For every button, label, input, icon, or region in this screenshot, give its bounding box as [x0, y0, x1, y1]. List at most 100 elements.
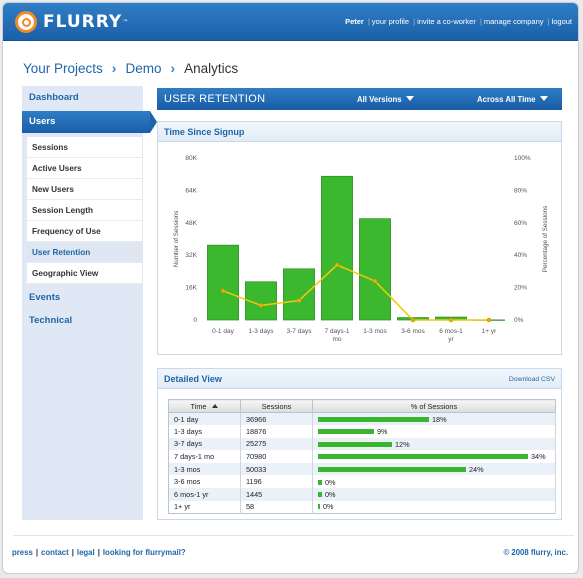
- footer-press-link[interactable]: press: [12, 548, 33, 557]
- col-time-header[interactable]: Time: [168, 399, 241, 413]
- pct-bar: [318, 429, 374, 435]
- subnav-new-users[interactable]: New Users: [27, 179, 142, 200]
- pct-label: 0%: [323, 502, 334, 512]
- cell-sessions: 1445: [240, 488, 313, 501]
- sidebar-item-dashboard[interactable]: Dashboard: [29, 92, 79, 103]
- subnav-active-users[interactable]: Active Users: [27, 158, 142, 179]
- subnav-session-length[interactable]: Session Length: [27, 200, 142, 221]
- table-row: 7 days-1 mo 70980 34%: [168, 450, 556, 463]
- pct-bar: [318, 466, 466, 472]
- subnav-sessions[interactable]: Sessions: [27, 137, 142, 158]
- col-pct-header[interactable]: % of Sessions: [312, 399, 556, 413]
- pct-bar: [318, 454, 528, 460]
- y2-tick-label: 0%: [514, 317, 524, 324]
- detail-title: Detailed View: [164, 374, 222, 384]
- pct-bar: [318, 504, 320, 510]
- y-tick-label: 80K: [185, 155, 197, 162]
- footer-copyright: © 2008 flurry, inc.: [503, 548, 568, 557]
- cell-sessions: 18876: [240, 425, 313, 438]
- caret-down-icon: [405, 96, 414, 101]
- logo-tm: ™: [122, 18, 129, 26]
- y2-tick-label: 80%: [514, 187, 527, 194]
- pct-label: 24%: [469, 464, 484, 474]
- y2-axis-label: Percentage of Sessions: [542, 206, 549, 273]
- x-tick-label: 3-6 mos: [401, 328, 425, 335]
- app-frame: FLURRY ™ Peter | your profile | invite a co…: [2, 2, 579, 574]
- table-row: 1-3 days 18876 9%: [168, 425, 556, 438]
- chart-bar: [207, 244, 239, 321]
- sidebar-item-users[interactable]: Users: [22, 111, 157, 133]
- table-row: 3-6 mos 1196 0%: [168, 475, 556, 489]
- y-tick-label: 64K: [185, 187, 197, 194]
- cell-pct: 24%: [312, 462, 556, 476]
- percentage-point: [448, 317, 454, 323]
- cell-pct: 12%: [312, 437, 556, 451]
- breadcrumb-demo[interactable]: Demo: [125, 60, 162, 76]
- y2-tick-label: 20%: [514, 285, 527, 292]
- footer-flurrymail-link[interactable]: looking for flurrymail?: [102, 548, 186, 557]
- breadcrumb-your-projects[interactable]: Your Projects: [23, 60, 103, 76]
- footer-contact-link[interactable]: contact: [41, 548, 69, 557]
- manage-company-link[interactable]: manage company: [483, 17, 544, 26]
- cell-time: 6 mos-1 yr: [168, 488, 241, 501]
- detail-table-body: 0-1 day 36966 18% 1-3 days 18876 9% 3-7 days 25…: [168, 412, 556, 514]
- top-bar: FLURRY ™ Peter | your profile | invite a co…: [3, 3, 578, 41]
- flurry-logo-icon: [15, 11, 37, 33]
- y-tick-label: 32K: [185, 252, 197, 259]
- table-row: 0-1 day 36966 18%: [168, 412, 556, 426]
- user-name[interactable]: Peter: [345, 17, 364, 26]
- logout-link[interactable]: logout: [551, 17, 572, 26]
- percentage-point: [220, 288, 226, 294]
- cell-sessions: 36966: [240, 412, 313, 426]
- retention-header: USER RETENTION All Versions Across All T…: [157, 88, 562, 110]
- time-range-dropdown-label: Across All Time: [477, 95, 536, 104]
- pct-label: 18%: [432, 414, 447, 424]
- percentage-point: [372, 278, 378, 284]
- table-row: 3-7 days 25275 12%: [168, 437, 556, 451]
- logo[interactable]: FLURRY ™: [15, 11, 128, 33]
- cell-pct: 18%: [312, 412, 556, 426]
- percentage-line: [222, 264, 489, 321]
- chart-title: Time Since Signup: [164, 127, 245, 137]
- x-tick-label: 1-3 mos: [363, 328, 387, 335]
- sidebar: Dashboard Users Sessions Active Users Ne…: [22, 86, 157, 520]
- sort-ascending-icon: [212, 403, 219, 408]
- sidebar-item-events[interactable]: Events: [29, 292, 61, 303]
- download-csv-link[interactable]: Download CSV: [508, 376, 555, 383]
- footer-legal-link[interactable]: legal: [76, 548, 95, 557]
- pct-label: 12%: [395, 439, 410, 449]
- detail-panel: Detailed View Download CSV Time Sessions…: [157, 368, 562, 520]
- versions-dropdown-label: All Versions: [357, 95, 402, 104]
- breadcrumb: Your Projects › Demo › Analytics: [23, 60, 238, 76]
- chart-bar: [321, 175, 353, 321]
- cell-time: 1+ yr: [168, 500, 241, 514]
- subnav-geographic-view[interactable]: Geographic View: [27, 263, 142, 284]
- cell-sessions: 25275: [240, 437, 313, 451]
- percentage-point: [296, 298, 302, 303]
- cell-pct: 0%: [312, 488, 556, 501]
- subnav-user-retention[interactable]: User Retention: [27, 242, 142, 263]
- y-axis-label: Number of Sessions: [173, 211, 180, 268]
- pct-label: 0%: [325, 477, 336, 487]
- sidebar-item-technical[interactable]: Technical: [29, 315, 73, 326]
- percentage-point: [258, 303, 264, 308]
- subnav-frequency-of-use[interactable]: Frequency of Use: [27, 221, 142, 242]
- pct-label: 9%: [377, 427, 388, 437]
- y2-tick-label: 60%: [514, 220, 527, 227]
- cell-time: 1-3 mos: [168, 462, 241, 476]
- versions-dropdown[interactable]: All Versions: [357, 95, 414, 104]
- time-range-dropdown[interactable]: Across All Time: [477, 95, 548, 104]
- your-profile-link[interactable]: your profile: [371, 17, 410, 26]
- x-tick-label: 0-1 day: [212, 328, 234, 335]
- cell-pct: 9%: [312, 425, 556, 438]
- invite-coworker-link[interactable]: invite a co-worker: [417, 17, 476, 26]
- pct-bar: [318, 441, 392, 447]
- percentage-point: [486, 317, 492, 323]
- cell-time: 0-1 day: [168, 412, 241, 426]
- x-tick-label: 1+ yr: [482, 328, 497, 335]
- cell-pct: 0%: [312, 500, 556, 514]
- cell-sessions: 50033: [240, 462, 313, 476]
- footer-links: press | contact | legal | looking for flurryma…: [12, 548, 186, 557]
- x-tick-label: 6 mos-1: [439, 328, 463, 335]
- col-sessions-header[interactable]: Sessions: [240, 399, 313, 413]
